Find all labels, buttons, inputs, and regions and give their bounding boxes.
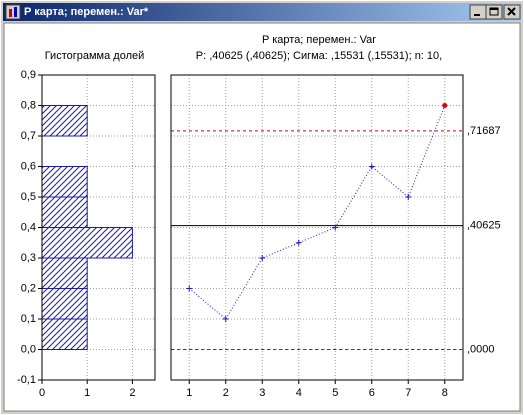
y-tick-label: -0,1	[17, 374, 36, 386]
icon-bar	[9, 9, 12, 17]
control-line-label: ,0000	[467, 343, 495, 355]
data-point	[295, 239, 302, 246]
x-tick-label: 4	[296, 387, 302, 399]
histogram-bar	[41, 227, 133, 259]
histogram-bar	[41, 166, 88, 198]
data-point	[222, 316, 229, 322]
icon-bar	[14, 7, 17, 17]
window-title: P карта; перемен.: Var*	[24, 6, 149, 18]
data-point	[332, 224, 339, 231]
histogram-bar	[41, 288, 88, 320]
data-point	[405, 194, 412, 200]
data-line	[188, 105, 446, 320]
histogram-bar	[41, 196, 88, 228]
y-tick-label: 0,2	[21, 282, 36, 294]
y-tick-label: 0,6	[21, 160, 36, 172]
x-tick-label: 1	[186, 387, 192, 399]
histogram-title: Гистограмма долей	[45, 50, 145, 62]
x-tick-label: 3	[259, 387, 265, 399]
out-of-control-point	[442, 103, 448, 108]
y-tick-label: 0,0	[21, 343, 36, 355]
title-bar[interactable]	[3, 3, 521, 21]
x-tick-label: 5	[332, 387, 338, 399]
control-line-label: ,71687	[467, 125, 501, 137]
x-tick-label: 7	[405, 387, 411, 399]
control-line-label: ,40625	[467, 220, 501, 232]
y-tick-label: 0,7	[21, 130, 36, 142]
window-icon[interactable]	[5, 4, 21, 20]
y-tick-label: 0,3	[21, 252, 36, 264]
plot-frame	[170, 74, 464, 381]
maximize-button[interactable]	[485, 4, 503, 20]
chart-subtitle: P: ,40625 (,40625); Сигма: ,15531 (,1553…	[196, 50, 442, 62]
x-tick-label: 2	[223, 387, 229, 399]
minimize-button[interactable]	[469, 4, 487, 20]
histogram-bar	[41, 257, 88, 289]
histogram-bar	[41, 105, 88, 137]
x-tick-label: 0	[39, 387, 45, 399]
chart-title: P карта; перемен.: Var	[262, 34, 376, 46]
y-tick-label: 0,1	[21, 313, 36, 325]
plot-area: -0,1 0,0 0,1 0,2 0,3 0,4 0,5 0,6 0,7 0,8 0,9 0 1 2 Гис…	[17, 34, 501, 399]
x-tick-label: 8	[442, 387, 448, 399]
y-tick-label: 0,9	[21, 69, 36, 81]
x-tick-label: 1	[84, 387, 90, 399]
y-tick-label: 0,4	[21, 221, 36, 233]
data-point	[186, 285, 193, 292]
x-tick-label: 2	[129, 387, 135, 399]
close-button[interactable]	[503, 4, 521, 20]
y-tick-label: 0,8	[21, 99, 36, 111]
y-tick-label: 0,5	[21, 191, 36, 203]
histogram-bar	[41, 318, 88, 350]
x-tick-label: 6	[369, 387, 375, 399]
data-point	[259, 255, 266, 261]
plot-frame	[41, 74, 156, 381]
data-point	[368, 163, 375, 170]
